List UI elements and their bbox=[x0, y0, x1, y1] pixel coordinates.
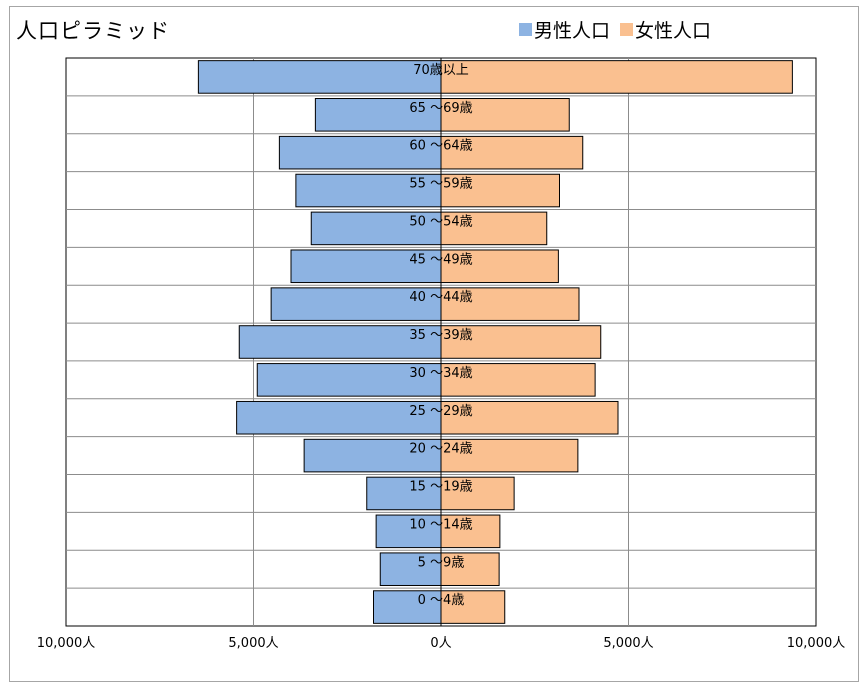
age-band-label: 10 ～14歳 bbox=[409, 517, 472, 532]
legend-item-male: 男性人口 bbox=[519, 16, 610, 43]
bar-male bbox=[314, 98, 442, 132]
age-band-label: 0 ～4歳 bbox=[418, 593, 465, 608]
bar-male bbox=[270, 287, 442, 321]
bar-female bbox=[440, 438, 579, 473]
x-tick-label: 5,000人 bbox=[228, 636, 278, 651]
age-band-label: 55 ～59歳 bbox=[409, 177, 472, 192]
legend: 男性人口 女性人口 bbox=[519, 16, 721, 43]
age-band-label: 45 ～49歳 bbox=[409, 252, 472, 267]
bar-female bbox=[440, 590, 506, 624]
age-band-label: 15 ～19歳 bbox=[409, 480, 472, 495]
legend-label-female: 女性人口 bbox=[635, 20, 712, 42]
bar-female bbox=[440, 98, 570, 132]
legend-label-male: 男性人口 bbox=[534, 20, 611, 42]
age-band-label: 30 ～34歳 bbox=[409, 366, 472, 381]
bar-male bbox=[236, 400, 442, 435]
age-band-label: 25 ～29歳 bbox=[409, 404, 472, 419]
legend-swatch-female bbox=[620, 23, 634, 36]
bar-female bbox=[440, 325, 602, 359]
x-tick-label: 5,000人 bbox=[603, 636, 653, 651]
bar-male bbox=[295, 173, 442, 208]
age-band-label: 35 ～39歳 bbox=[409, 328, 472, 343]
bar-female bbox=[440, 60, 793, 94]
bar-male bbox=[303, 438, 442, 473]
bar-male bbox=[238, 325, 442, 359]
bar-female bbox=[440, 135, 584, 170]
bar-male bbox=[197, 60, 442, 94]
x-tick-label: 10,000人 bbox=[37, 636, 96, 651]
bar-male bbox=[290, 249, 442, 284]
bar-female bbox=[440, 552, 500, 586]
x-tick-label: 0人 bbox=[430, 636, 451, 651]
age-band-label: 65 ～69歳 bbox=[409, 101, 472, 116]
age-band-label: 60 ～64歳 bbox=[409, 139, 472, 154]
age-band-label: 40 ～44歳 bbox=[409, 290, 472, 305]
age-band-label: 20 ～24歳 bbox=[409, 442, 472, 457]
age-band-label: 50 ～54歳 bbox=[409, 214, 472, 229]
age-band-label: 5 ～9歳 bbox=[418, 555, 465, 570]
bar-male bbox=[256, 363, 442, 397]
age-band-label: 70歳以上 bbox=[413, 63, 469, 78]
x-tick-label: 10,000人 bbox=[787, 636, 846, 651]
bar-female bbox=[440, 249, 559, 284]
bar-female bbox=[440, 173, 560, 208]
legend-item-female: 女性人口 bbox=[620, 16, 711, 43]
bar-female bbox=[440, 400, 619, 435]
bar-male bbox=[310, 211, 442, 246]
bar-female bbox=[440, 211, 548, 246]
bar-male bbox=[278, 135, 442, 170]
legend-swatch-male bbox=[519, 23, 532, 36]
chart-title: 人口ピラミッド bbox=[16, 19, 170, 43]
